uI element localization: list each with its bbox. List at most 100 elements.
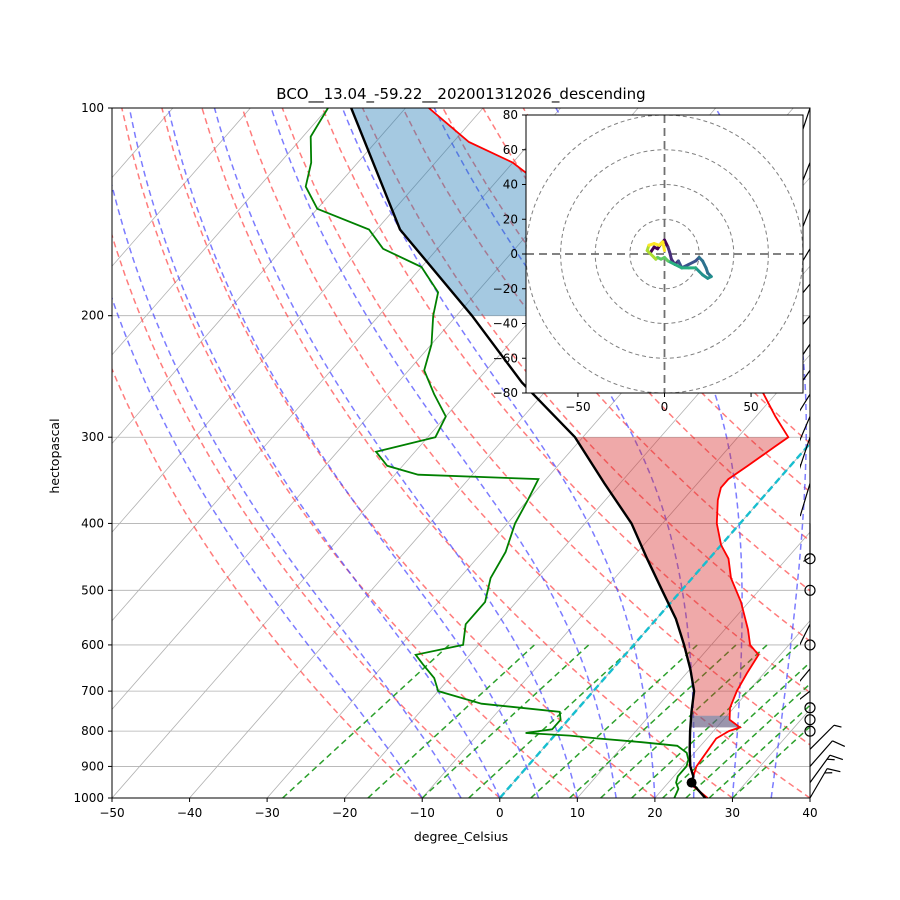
wind-barb	[800, 394, 811, 412]
hodograph-x-tick-label: −50	[565, 400, 590, 414]
moist-adiabat	[341, 108, 656, 798]
lcl-marker	[686, 777, 697, 788]
dry-adiabat	[201, 108, 733, 798]
wind-barb	[809, 754, 844, 783]
moist-adiabat	[112, 182, 462, 798]
y-tick-label: 700	[81, 684, 104, 698]
wind-barb	[809, 768, 841, 799]
mixing-ratio-line	[421, 644, 590, 798]
y-tick-label: 300	[81, 430, 104, 444]
pressure-gridlines	[112, 108, 810, 798]
y-tick-label: 100	[81, 101, 104, 115]
x-tick-label: 30	[725, 806, 740, 820]
isotherm-line	[112, 108, 561, 622]
wind-barb	[800, 690, 811, 700]
mixing-ratio-line	[367, 644, 535, 798]
x-axis-label: degree_Celsius	[414, 829, 508, 844]
hodograph-ring	[560, 149, 769, 359]
isotherm-line	[577, 531, 810, 798]
dewpoint-line	[304, 108, 690, 798]
hodograph-ticks: −50 0 50 80 60 40 20 0 −20 −40 −60 −80	[493, 108, 759, 414]
isotherm-line	[654, 620, 810, 798]
hodograph-trace-segment	[661, 240, 666, 253]
axis-ticks: −50 −40 −30 −20 −10 0 10 20 30 401000900800700600…	[73, 101, 817, 820]
x-tick-label: −20	[332, 806, 357, 820]
hodograph-y-tick-label: 0	[510, 247, 518, 261]
wind-barb	[800, 315, 811, 329]
hodograph-y-tick-label: −60	[493, 351, 518, 365]
x-tick-label: −50	[99, 806, 124, 820]
mixing-ratio-line	[662, 661, 810, 798]
calm-wind-marker	[804, 714, 816, 726]
x-tick-label: 40	[802, 806, 817, 820]
isotherm-line	[112, 108, 329, 356]
y-tick-label: 600	[81, 638, 104, 652]
wind-barb	[800, 283, 811, 298]
hodograph-x-tick-label: 0	[661, 400, 669, 414]
mixing-ratio-line	[685, 682, 810, 798]
wind-barb	[800, 416, 811, 442]
calm-wind-marker	[804, 639, 816, 651]
mixing-ratio-line	[530, 644, 698, 798]
dry-adiabat	[112, 367, 423, 798]
x-tick-label: −40	[177, 806, 202, 820]
wind-barb	[800, 623, 811, 646]
wind-barb	[800, 162, 811, 190]
wind-barb	[803, 523, 811, 562]
moist-adiabat	[213, 108, 579, 798]
isotherm-line	[499, 442, 810, 798]
mixing-ratio-line	[282, 644, 450, 798]
wind-barb	[800, 208, 811, 236]
y-tick-label: 800	[81, 724, 104, 738]
calm-wind-marker	[804, 702, 816, 714]
calm-wind-marker	[804, 725, 816, 737]
moist-adiabat	[270, 108, 617, 798]
mixing-ratio-line	[631, 644, 799, 798]
chart-title: BCO__13.04_-59.22__202001312026_descendi…	[276, 85, 645, 104]
y-tick-label: 500	[81, 583, 104, 597]
dry-adiabat	[281, 108, 810, 746]
hodograph-y-tick-label: 60	[503, 143, 518, 157]
plot-frame	[111, 107, 811, 799]
hodograph-y-tick-label: 20	[503, 212, 518, 226]
x-tick-label: 0	[496, 806, 504, 820]
hodograph-y-tick-label: −20	[493, 282, 518, 296]
hodograph-y-tick-label: −40	[493, 317, 518, 331]
hodograph: −50 0 50 80 60 40 20 0 −20 −40 −60 −80	[493, 108, 804, 414]
y-tick-label: 400	[81, 516, 104, 530]
moist-adiabat	[714, 108, 807, 798]
isotherm-line	[421, 354, 810, 798]
hodograph-plot	[526, 115, 803, 393]
dry-adiabat	[121, 108, 578, 798]
hodograph-y-tick-label: −80	[493, 386, 518, 400]
cape-shading	[575, 437, 789, 728]
wind-barb	[800, 668, 811, 682]
calm-wind-marker	[804, 584, 816, 596]
y-tick-label: 200	[81, 309, 104, 323]
dry-adiabat	[112, 232, 501, 798]
y-tick-label: 900	[81, 759, 104, 773]
wind-barb	[809, 724, 842, 750]
mixing-ratio-line	[600, 644, 768, 798]
x-tick-label: −30	[254, 806, 279, 820]
isotherm-line	[112, 108, 406, 445]
dry-adiabat	[241, 108, 810, 798]
hodograph-y-tick-label: 80	[503, 108, 518, 122]
x-tick-label: −10	[410, 806, 435, 820]
x-tick-label: 20	[647, 806, 662, 820]
mixing-ratio-line	[569, 644, 737, 798]
mixing-ratio-line	[468, 644, 636, 798]
isotherm-line	[112, 108, 484, 533]
wind-barb	[809, 740, 846, 767]
wind-barb	[800, 437, 811, 470]
mixing-ratio-lines	[282, 644, 810, 798]
hodograph-y-tick-label: 40	[503, 178, 518, 192]
isotherm-line	[809, 797, 810, 798]
y-axis-label: hectopascal	[47, 418, 62, 493]
y-tick-label: 1000	[73, 791, 104, 805]
moist-adiabat	[167, 108, 540, 798]
isotherm-line	[112, 108, 251, 267]
isotherm-line	[344, 265, 810, 798]
hodograph-x-tick-label: 50	[743, 400, 758, 414]
